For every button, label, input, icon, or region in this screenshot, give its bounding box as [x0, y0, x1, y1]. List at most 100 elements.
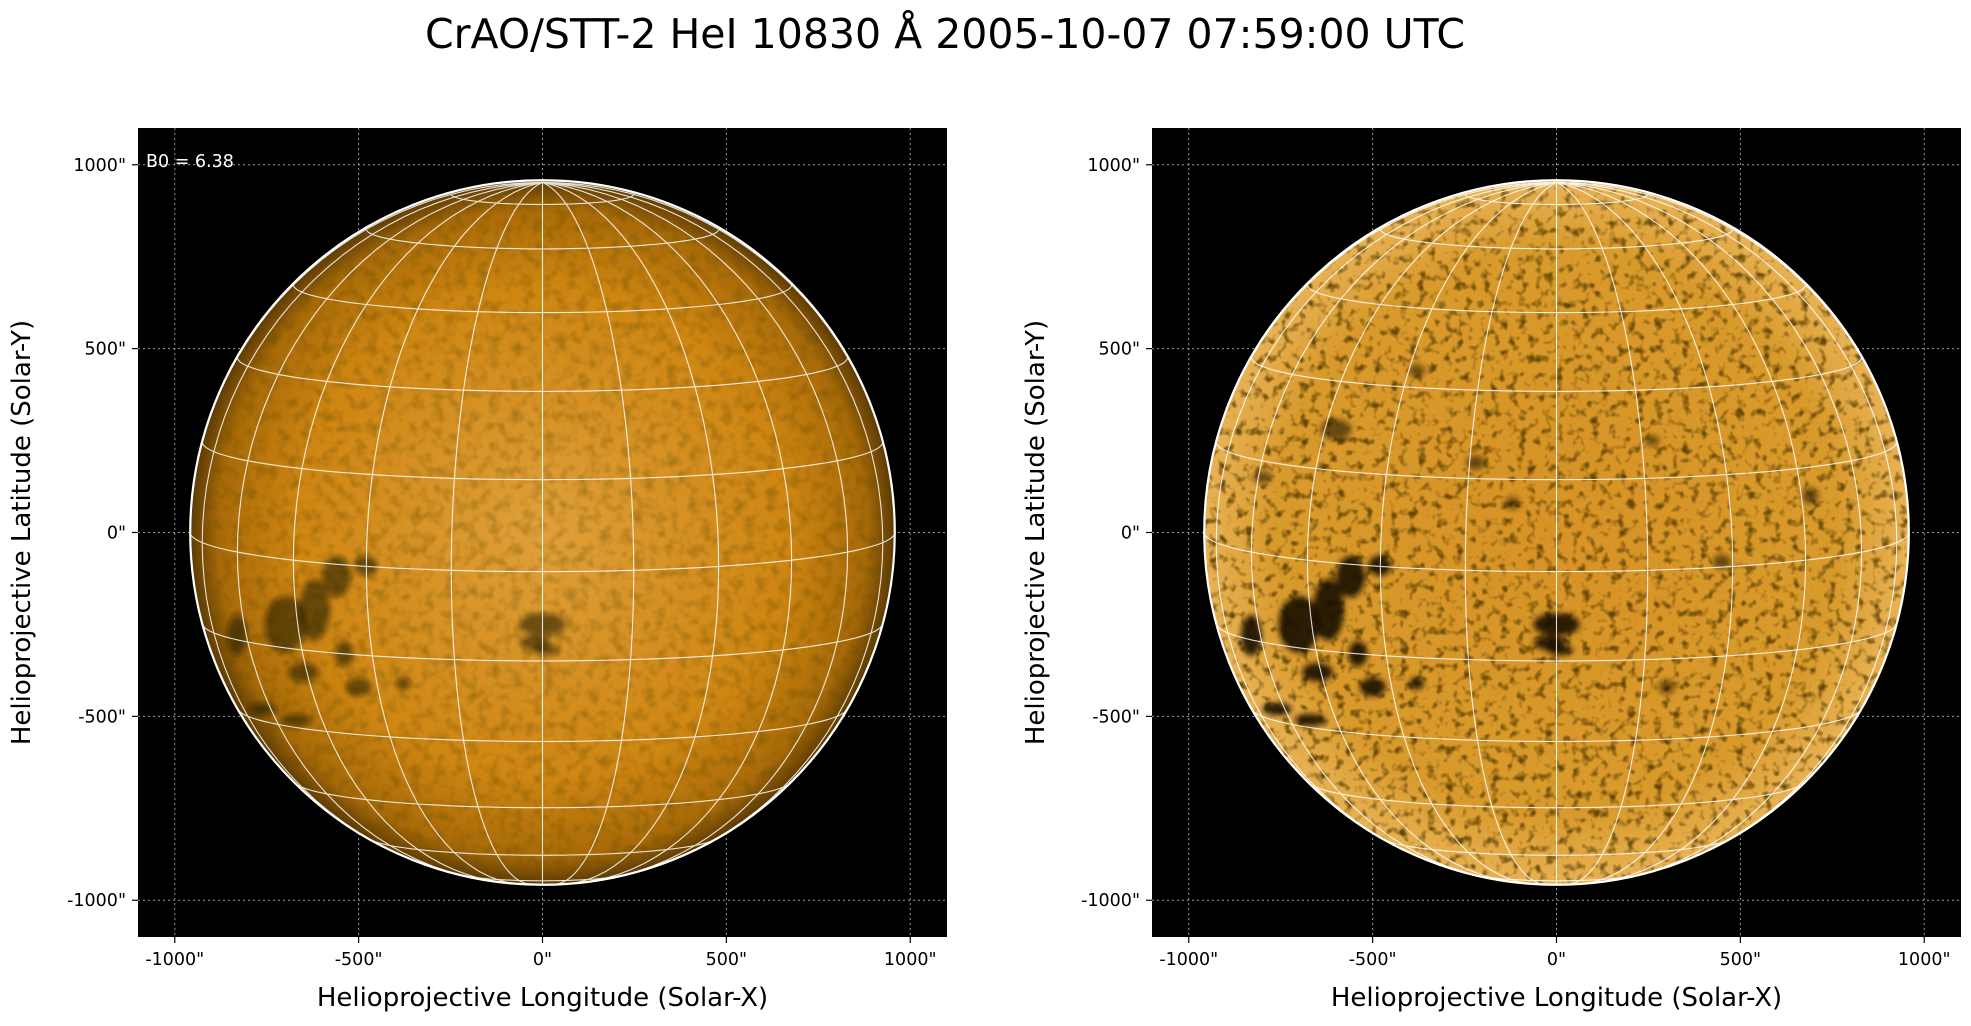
dark-feature — [226, 614, 248, 657]
grid-line — [1203, 532, 1910, 573]
grid-line — [201, 181, 543, 857]
y-tick-label: 1000" — [1087, 156, 1140, 176]
grid-line — [1310, 783, 1803, 809]
dark-feature — [1336, 556, 1365, 598]
grid-line — [1215, 441, 1898, 481]
y-tick-label: -1000" — [67, 891, 126, 911]
grid-line — [1252, 710, 1861, 743]
dark-feature — [1547, 645, 1574, 656]
solar-limb — [1203, 179, 1910, 886]
dark-feature — [1359, 677, 1386, 697]
dark-feature — [533, 645, 560, 656]
grid-line — [292, 284, 793, 314]
grid-line — [365, 181, 543, 885]
dark-feature — [1408, 364, 1426, 377]
y-tick-label: 500" — [85, 340, 126, 360]
grid-line — [1556, 181, 1898, 857]
y-tick-label: -1000" — [1081, 891, 1140, 911]
grid-line — [1556, 181, 1863, 877]
y-axis-label: Helioprojective Latitude (Solar-Y) — [7, 320, 37, 745]
y-tick-label: 0" — [107, 524, 126, 544]
grid-line — [201, 441, 884, 481]
heliographic-grid — [1203, 181, 1910, 885]
panel-left: -1000" -500" 0" 500" 1000" 1000" 500" 0" -500" -1… — [7, 128, 947, 1013]
grid-line — [1250, 181, 1557, 877]
grid-line — [1556, 181, 1734, 885]
grid-line — [236, 181, 543, 877]
grid-line — [236, 357, 849, 392]
grid-line — [365, 229, 720, 250]
x-tick-label: 500" — [706, 950, 747, 970]
grid-line — [1464, 181, 1557, 885]
dark-feature — [1262, 702, 1292, 716]
dark-feature — [299, 578, 330, 641]
grid-line — [1556, 181, 1807, 884]
dark-feature — [1801, 487, 1819, 504]
x-tick-label: 500" — [1720, 950, 1761, 970]
solar-limb — [189, 179, 896, 886]
grid-line — [1464, 194, 1649, 206]
grid-line — [1306, 181, 1557, 884]
grid-line — [542, 181, 849, 877]
grid-line — [1250, 357, 1863, 392]
dark-feature — [288, 662, 319, 682]
grid-line — [542, 181, 720, 885]
b0-annotation: B0 = 6.38 — [146, 152, 234, 172]
grid-line — [450, 181, 543, 885]
grid-line — [542, 181, 635, 885]
dark-feature — [264, 596, 306, 653]
grid-line — [1475, 874, 1638, 882]
dark-feature — [1313, 578, 1344, 641]
x-tick-label: 0" — [1547, 950, 1566, 970]
dark-feature — [395, 677, 410, 690]
dark-feature — [1658, 679, 1676, 695]
grid-line — [1306, 284, 1807, 314]
panel-right: -1000" -500" 0" 500" 1000" 1000" 500" 0" -500" -1… — [1021, 128, 1961, 1013]
grid-line — [1215, 181, 1557, 857]
y-tick-label: 0" — [1121, 524, 1140, 544]
grid-line — [1383, 839, 1730, 856]
x-tick-label: -500" — [1349, 950, 1397, 970]
x-tick-label: -500" — [335, 950, 383, 970]
y-tick-label: 500" — [1099, 340, 1140, 360]
y-tick-label: -500" — [78, 707, 126, 727]
dark-feature — [1320, 419, 1352, 440]
y-tick-label: -500" — [1092, 707, 1140, 727]
grid-line — [542, 181, 884, 857]
x-axis-label: Helioprojective Longitude (Solar-X) — [317, 983, 768, 1013]
dark-feature — [1294, 713, 1326, 727]
dark-feature — [345, 677, 372, 697]
grid-line — [1216, 624, 1897, 662]
dark-feature — [1505, 496, 1520, 510]
dark-feature — [1409, 677, 1424, 690]
x-axis-label: Helioprojective Longitude (Solar-X) — [1331, 983, 1782, 1013]
dark-feature — [248, 702, 278, 716]
y-axis-label: Helioprojective Latitude (Solar-Y) — [1021, 320, 1051, 745]
grid-line — [189, 532, 896, 573]
dark-feature — [1466, 455, 1485, 470]
x-tick-label: 1000" — [884, 950, 937, 970]
grid-line — [202, 624, 883, 662]
x-tick-label: 0" — [533, 950, 552, 970]
figure-title: CrAO/STT-2 HeI 10830 Å 2005-10-07 07:59:… — [425, 10, 1465, 58]
grid-line — [450, 194, 635, 206]
grid-line — [1379, 181, 1557, 885]
dark-feature — [1302, 662, 1333, 682]
dark-feature — [1644, 435, 1660, 446]
dark-feature — [1278, 596, 1320, 653]
dark-feature — [322, 556, 351, 598]
grid-line — [1379, 229, 1734, 250]
x-tick-label: -1000" — [1159, 950, 1218, 970]
grid-line — [369, 839, 716, 856]
grid-line — [542, 181, 793, 884]
x-tick-label: -1000" — [145, 950, 204, 970]
grid-line — [461, 874, 624, 882]
dark-feature — [1240, 614, 1262, 657]
dark-feature — [1712, 554, 1732, 570]
y-tick-label: 1000" — [73, 156, 126, 176]
x-tick-label: 1000" — [1898, 950, 1951, 970]
dark-feature — [1253, 471, 1272, 484]
grid-line — [296, 783, 789, 809]
grid-line — [1556, 181, 1649, 885]
